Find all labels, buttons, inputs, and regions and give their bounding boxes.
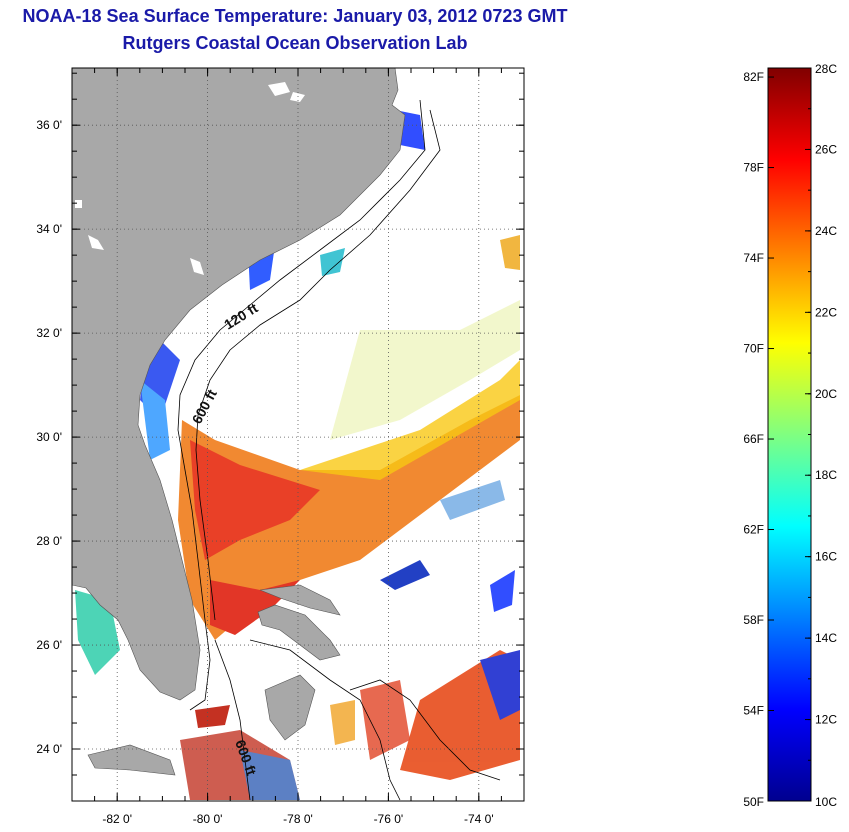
colorbar-f-label: 70F	[743, 342, 764, 356]
land	[72, 68, 406, 776]
lon-tick-label: -78 0'	[283, 812, 313, 826]
colorbar-f-label: 58F	[743, 613, 764, 627]
lon-tick-label: -76 0'	[374, 812, 404, 826]
lat-tick-label: 26 0'	[36, 638, 62, 652]
colorbar-c-label: 22C	[815, 305, 837, 319]
colorbar-c-label: 20C	[815, 387, 837, 401]
lat-tick-label: 30 0'	[36, 430, 62, 444]
colorbar-c-label: 24C	[815, 224, 837, 238]
colorbar-c-label: 26C	[815, 142, 837, 156]
lat-lon-grid	[72, 68, 524, 801]
lon-tick-label: -80 0'	[193, 812, 223, 826]
colorbar-f-label: 78F	[743, 161, 764, 175]
colorbar-f-label: 82F	[743, 70, 764, 84]
lat-tick-label: 32 0'	[36, 326, 62, 340]
colorbar-c-label: 28C	[815, 62, 837, 76]
depth-contours	[177, 99, 501, 801]
lon-tick-label: -82 0'	[102, 812, 132, 826]
map-title: NOAA-18 Sea Surface Temperature: January…	[22, 6, 568, 26]
lat-tick-label: 36 0'	[36, 118, 62, 132]
lat-tick-label: 34 0'	[36, 222, 62, 236]
colorbar-c-label: 12C	[815, 713, 837, 727]
map-subtitle: Rutgers Coastal Ocean Observation Lab	[122, 33, 468, 53]
colorbar-c-label: 10C	[815, 795, 837, 809]
colorbar-c-label: 16C	[815, 550, 837, 564]
colorbar-f-label: 74F	[743, 251, 764, 265]
axis-labels: 24 0' 26 0' 28 0' 30 0' 32 0' 34 0' 36 0' -82 0…	[36, 118, 493, 826]
colorbar-f-label: 62F	[743, 523, 764, 537]
colorbar-ticks	[768, 67, 811, 802]
colorbar	[767, 67, 812, 802]
inland-water	[75, 82, 305, 275]
colorbar-c-label: 14C	[815, 631, 837, 645]
axis-ticks	[71, 68, 525, 802]
lat-tick-label: 28 0'	[36, 534, 62, 548]
lon-tick-label: -74 0'	[464, 812, 494, 826]
colorbar-f-label: 54F	[743, 704, 764, 718]
colorbar-c-label: 18C	[815, 468, 837, 482]
lat-tick-label: 24 0'	[36, 742, 62, 756]
colorbar-f-label: 66F	[743, 432, 764, 446]
colorbar-labels: 28C 26C 24C 22C 20C 18C 16C 14C 12C 10C 82F 78F 74F 7…	[743, 62, 837, 809]
colorbar-f-label: 50F	[743, 795, 764, 809]
